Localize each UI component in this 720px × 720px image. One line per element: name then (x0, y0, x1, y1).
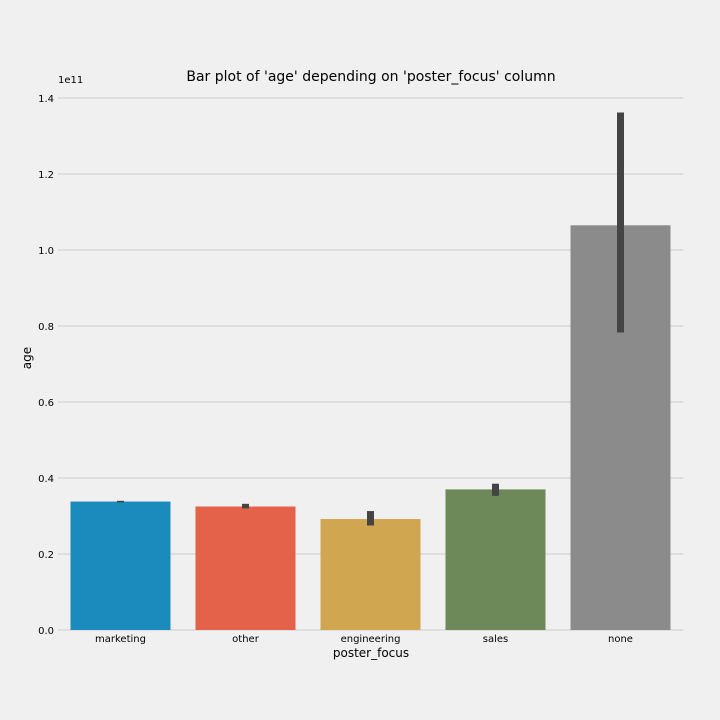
x-axis-label: poster_focus (333, 646, 409, 660)
y-tick-label: 1.2 (38, 170, 54, 181)
x-tick-label: marketing (95, 634, 146, 645)
bar-sales (445, 489, 546, 630)
y-tick-label: 0.4 (38, 474, 54, 485)
x-tick-labels: marketing other engineering sales none (95, 634, 633, 645)
y-tick-label: 1.0 (38, 246, 54, 257)
x-tick-label: engineering (341, 634, 401, 645)
y-tick-label: 0.8 (38, 322, 54, 333)
bar-other (195, 506, 296, 630)
bars (70, 225, 671, 631)
bar-marketing (70, 501, 171, 630)
x-tick-label: sales (483, 634, 508, 645)
chart-title: Bar plot of 'age' depending on 'poster_f… (186, 69, 555, 85)
error-bars (117, 112, 624, 526)
y-tick-label: 0.0 (38, 626, 54, 637)
x-tick-label: other (232, 634, 260, 645)
x-tick-label: none (608, 634, 633, 645)
y-tick-label: 0.2 (38, 550, 54, 561)
y-tick-labels: 0.0 0.2 0.4 0.6 0.8 1.0 1.2 1.4 (38, 94, 54, 637)
y-axis-label: age (20, 347, 34, 369)
y-scale-note: 1e11 (58, 75, 83, 86)
y-tick-label: 1.4 (38, 94, 54, 105)
bar-engineering (320, 519, 421, 630)
y-tick-label: 0.6 (38, 398, 54, 409)
